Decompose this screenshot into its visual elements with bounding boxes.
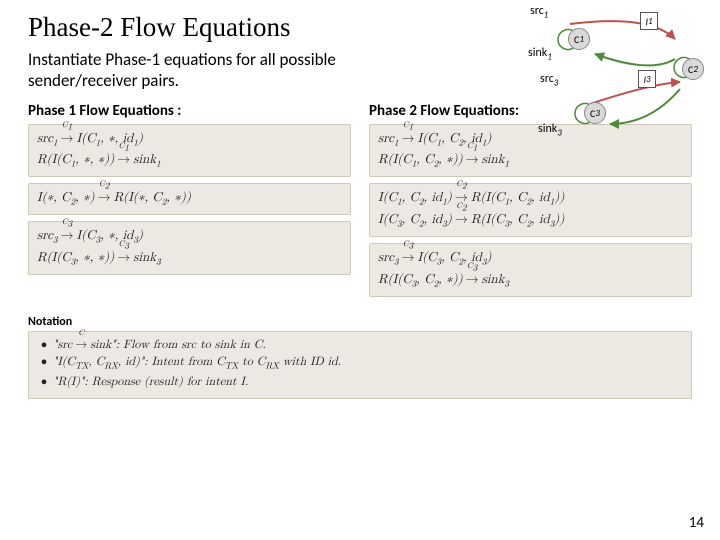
- box-i3: I3: [638, 70, 656, 88]
- notation-item-2: "I(CTX, CRX, id)": Intent from CTX to CR…: [53, 355, 681, 371]
- phase1-header: Phase 1 Flow Equations :: [28, 102, 351, 120]
- notation-item-1: "src→Csink": Flow from src to sink in C.: [53, 338, 681, 352]
- box-i1: I1: [640, 12, 658, 30]
- phase1-box3: src3→C3I(C3, ∗, id3) R(I(C3, ∗, ∗))→C3si…: [28, 221, 351, 275]
- phase1-box1: src1→C1I(C1, ∗, id1) R(I(C1, ∗, ∗))→C1si…: [28, 124, 351, 178]
- node-c1: C1: [568, 28, 590, 50]
- notation-item-3: "R(I)": Response (result) for intent I.: [53, 375, 681, 389]
- flow-diagram: src1 sink1 src3 sink3 C1 C2 C3 I1 I3: [480, 4, 710, 154]
- phase2-box3: src3→C3I(C3, C2, id3) R(I(C3, C2, ∗))→C3…: [369, 243, 692, 297]
- label-sink3: sink3: [538, 122, 562, 138]
- node-c3: C3: [584, 102, 606, 124]
- slide-subtitle: Instantiate Phase-1 equations for all po…: [28, 49, 428, 92]
- page-number: 14: [689, 514, 704, 532]
- label-src1: src1: [530, 4, 548, 20]
- label-src3: src3: [540, 72, 558, 88]
- slide: Phase-2 Flow Equations Instantiate Phase…: [0, 0, 720, 540]
- phase1-column: Phase 1 Flow Equations : src1→C1I(C1, ∗,…: [28, 102, 351, 304]
- node-c2: C2: [682, 58, 704, 80]
- notation-box: "src→Csink": Flow from src to sink in C.…: [28, 331, 692, 398]
- phase1-box2: I(∗, C2, ∗)→C2R(I(∗, C2, ∗)): [28, 183, 351, 215]
- label-sink1: sink1: [528, 46, 552, 62]
- phase2-box2: I(C1, C2, id1)→C2R(I(C1, C2, id1)) I(C3,…: [369, 183, 692, 237]
- notation-label: Notation: [28, 315, 692, 329]
